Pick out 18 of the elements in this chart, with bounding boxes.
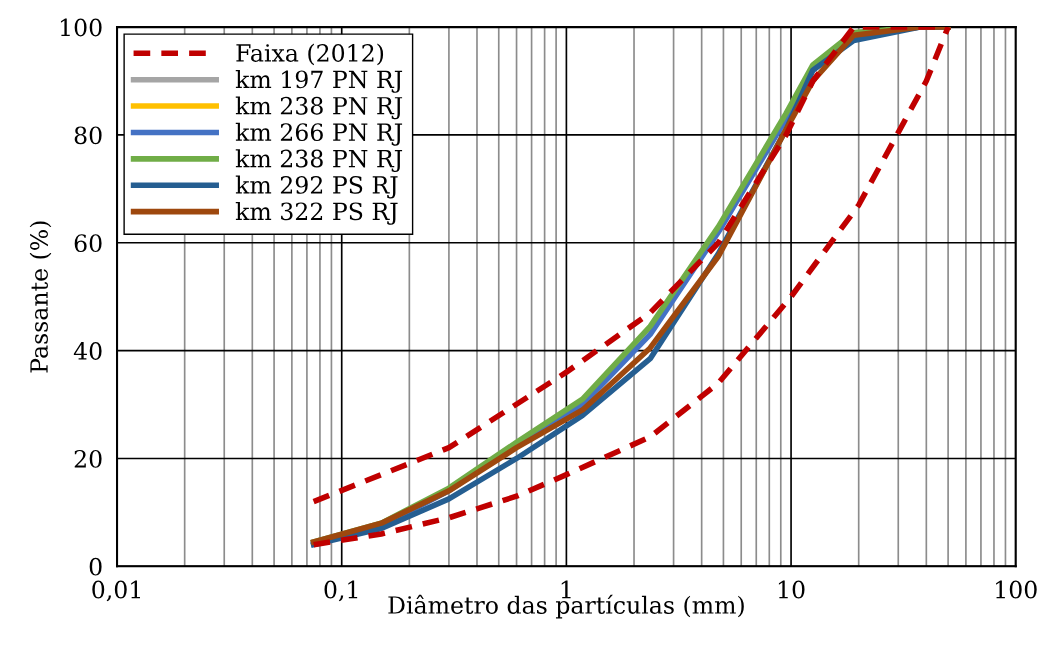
y-tick-label: 40 <box>73 342 102 360</box>
legend-label: km 292 PS RJ <box>235 175 398 199</box>
legend-label: km 197 PN RJ <box>235 70 403 93</box>
y-tick-label: 100 <box>60 18 102 37</box>
x-tick-label: 100 <box>996 580 1037 599</box>
legend-label: Faixa (2012) <box>236 43 384 66</box>
y-tick-label: 0 <box>89 557 102 576</box>
y-tick-label: 60 <box>74 234 102 253</box>
legend-label: km 238 PN RJ <box>235 96 403 120</box>
x-tick-label: 0,01 <box>92 580 140 602</box>
x-tick-label: 0,1 <box>324 580 358 602</box>
y-tick-label: 20 <box>74 449 102 468</box>
legend-label: km 238 PN RJ <box>235 149 403 173</box>
legend-label: km 322 PS RJ <box>235 201 398 225</box>
x-tick-label: 10 <box>778 580 805 599</box>
legend-label: km 266 PN RJ <box>235 122 403 146</box>
y-axis-title: Passante (%) <box>29 221 52 373</box>
y-tick-label: 80 <box>74 126 102 145</box>
